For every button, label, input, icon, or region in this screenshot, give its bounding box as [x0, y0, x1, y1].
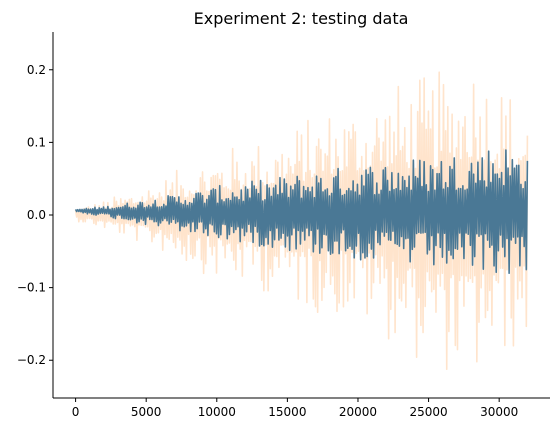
x-tick-label: 25000 — [409, 405, 447, 419]
x-tick-label: 20000 — [339, 405, 377, 419]
x-tick-label: 15000 — [268, 405, 306, 419]
y-tick-label: 0.1 — [27, 135, 46, 149]
y-tick-label: −0.1 — [17, 281, 46, 295]
y-tick-label: −0.2 — [17, 353, 46, 367]
x-ticks: 0 5000 10000 15000 20000 25000 30000 — [72, 398, 518, 419]
x-tick-label: 0 — [72, 405, 80, 419]
chart-title: Experiment 2: testing data — [194, 9, 409, 28]
x-tick-label: 10000 — [198, 405, 236, 419]
x-tick-label: 30000 — [480, 405, 518, 419]
y-tick-label: 0.2 — [27, 63, 46, 77]
band-layer — [74, 71, 529, 371]
y-tick-label: 0.0 — [27, 208, 46, 222]
signal-layer — [74, 149, 529, 275]
signal-trace — [74, 149, 529, 275]
band-trace — [74, 71, 529, 371]
y-ticks: −0.2 −0.1 0.0 0.1 0.2 — [17, 63, 53, 367]
x-tick-label: 5000 — [131, 405, 162, 419]
